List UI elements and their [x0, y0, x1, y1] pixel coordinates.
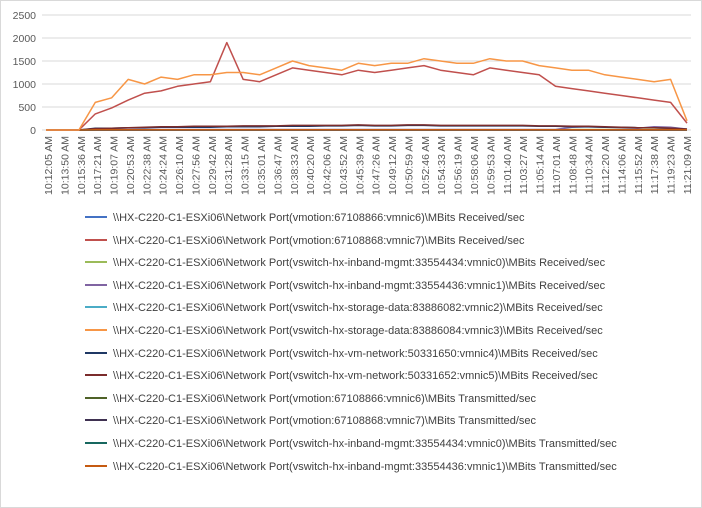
legend-item-6: \\HX-C220-C1-ESXi06\Network Port(vswitch… [85, 343, 685, 366]
legend-item-11: \\HX-C220-C1-ESXi06\Network Port(vswitch… [85, 456, 685, 479]
x-tick-label: 11:14:06 AM [616, 136, 628, 194]
x-tick-label: 10:24:24 AM [158, 136, 170, 195]
x-tick-label: 10:50:59 AM [403, 136, 415, 195]
x-tick-label: 11:05:14 AM [535, 136, 547, 194]
series-lines [46, 41, 688, 131]
legend-label: \\HX-C220-C1-ESXi06\Network Port(vswitch… [113, 370, 598, 383]
legend-swatch [85, 216, 107, 219]
x-tick-label: 11:17:38 AM [649, 136, 661, 194]
legend: \\HX-C220-C1-ESXi06\Network Port(vmotion… [85, 207, 685, 478]
x-tick-label: 11:19:23 AM [666, 136, 678, 194]
legend-label: \\HX-C220-C1-ESXi06\Network Port(vswitch… [113, 279, 606, 292]
x-tick-label: 11:10:34 AM [584, 136, 596, 194]
legend-swatch [85, 329, 107, 332]
x-tick-label: 10:19:07 AM [109, 136, 121, 195]
y-tick-label: 0 [30, 125, 36, 137]
x-tick-label: 10:38:33 AM [289, 136, 301, 195]
legend-label: \\HX-C220-C1-ESXi06\Network Port(vswitch… [113, 347, 598, 360]
x-tick-label: 10:45:39 AM [354, 136, 366, 195]
x-tick-label: 10:20:53 AM [125, 136, 137, 195]
legend-swatch [85, 306, 107, 309]
series-line-7 [46, 124, 688, 131]
x-tick-label: 11:08:48 AM [567, 136, 579, 194]
x-tick-label: 10:13:50 AM [59, 136, 71, 195]
legend-item-0: \\HX-C220-C1-ESXi06\Network Port(vmotion… [85, 207, 685, 230]
x-tick-label: 10:17:21 AM [92, 136, 104, 195]
legend-swatch [85, 374, 107, 377]
x-tick-label: 10:47:26 AM [371, 136, 383, 195]
legend-label: \\HX-C220-C1-ESXi06\Network Port(vswitch… [113, 437, 617, 450]
legend-swatch [85, 464, 107, 467]
series-line-1 [46, 41, 688, 131]
x-tick-label: 10:52:46 AM [420, 136, 432, 195]
x-tick-label: 11:21:09 AM [682, 136, 694, 194]
x-tick-label: 10:29:42 AM [207, 136, 219, 195]
x-tick-label: 11:03:27 AM [518, 136, 530, 194]
x-tick-label: 10:58:06 AM [469, 136, 481, 195]
legend-label: \\HX-C220-C1-ESXi06\Network Port(vswitch… [113, 460, 617, 473]
x-tick-label: 11:15:52 AM [633, 136, 645, 194]
legend-swatch [85, 238, 107, 241]
x-tick-label: 10:12:05 AM [43, 136, 55, 195]
x-axis-ticks: 10:12:05 AM 10:13:50 AM 10:15:36 AM 10:17:2… [43, 136, 694, 195]
legend-item-4: \\HX-C220-C1-ESXi06\Network Port(vswitch… [85, 297, 685, 320]
legend-label: \\HX-C220-C1-ESXi06\Network Port(vswitch… [113, 324, 603, 337]
legend-swatch [85, 261, 107, 264]
legend-item-10: \\HX-C220-C1-ESXi06\Network Port(vswitch… [85, 433, 685, 456]
series-line-5 [46, 57, 688, 131]
y-tick-label: 2000 [13, 33, 37, 45]
x-tick-label: 10:36:47 AM [272, 136, 284, 195]
legend-swatch [85, 283, 107, 286]
x-tick-label: 11:12:20 AM [600, 136, 612, 194]
y-axis-ticks: 0 500 1000 1500 2000 2500 [13, 10, 37, 137]
legend-label: \\HX-C220-C1-ESXi06\Network Port(vswitch… [113, 302, 603, 315]
legend-item-1: \\HX-C220-C1-ESXi06\Network Port(vmotion… [85, 230, 685, 253]
legend-item-7: \\HX-C220-C1-ESXi06\Network Port(vswitch… [85, 365, 685, 388]
legend-label: \\HX-C220-C1-ESXi06\Network Port(vmotion… [113, 415, 537, 428]
x-tick-label: 10:40:20 AM [305, 136, 317, 195]
x-tick-label: 10:22:38 AM [141, 136, 153, 195]
x-tick-label: 10:54:33 AM [436, 136, 448, 195]
y-tick-label: 1500 [13, 56, 37, 68]
legend-item-9: \\HX-C220-C1-ESXi06\Network Port(vmotion… [85, 410, 685, 433]
x-tick-label: 11:07:01 AM [551, 136, 563, 194]
x-tick-label: 10:59:53 AM [485, 136, 497, 195]
legend-label: \\HX-C220-C1-ESXi06\Network Port(vmotion… [113, 392, 537, 405]
x-tick-label: 10:42:06 AM [322, 136, 334, 195]
legend-item-5: \\HX-C220-C1-ESXi06\Network Port(vswitch… [85, 320, 685, 343]
x-tick-label: 11:01:40 AM [502, 136, 514, 194]
legend-item-2: \\HX-C220-C1-ESXi06\Network Port(vswitch… [85, 252, 685, 275]
x-tick-label: 10:35:01 AM [256, 136, 268, 195]
legend-item-8: \\HX-C220-C1-ESXi06\Network Port(vmotion… [85, 388, 685, 411]
legend-swatch [85, 419, 107, 422]
x-tick-label: 10:31:28 AM [223, 136, 235, 195]
legend-swatch [85, 396, 107, 399]
legend-item-3: \\HX-C220-C1-ESXi06\Network Port(vswitch… [85, 275, 685, 298]
x-tick-label: 10:26:10 AM [174, 136, 186, 195]
x-tick-label: 10:43:52 AM [338, 136, 350, 195]
legend-swatch [85, 442, 107, 445]
gridlines [42, 14, 691, 131]
x-tick-label: 10:27:56 AM [190, 136, 202, 195]
x-tick-label: 10:56:19 AM [453, 136, 465, 195]
y-tick-label: 1000 [13, 79, 37, 91]
legend-label: \\HX-C220-C1-ESXi06\Network Port(vmotion… [113, 212, 525, 224]
legend-label: \\HX-C220-C1-ESXi06\Network Port(vmotion… [113, 234, 525, 247]
x-tick-label: 10:33:15 AM [240, 136, 252, 195]
x-tick-label: 10:15:36 AM [76, 136, 88, 195]
y-tick-label: 2500 [13, 10, 37, 22]
legend-label: \\HX-C220-C1-ESXi06\Network Port(vswitch… [113, 257, 606, 270]
legend-swatch [85, 351, 107, 354]
x-tick-label: 10:49:12 AM [387, 136, 399, 195]
line-chart: 0 500 1000 1500 2000 2500 10:12:05 AM 10:13:50… [13, 10, 694, 195]
y-tick-label: 500 [18, 102, 36, 114]
